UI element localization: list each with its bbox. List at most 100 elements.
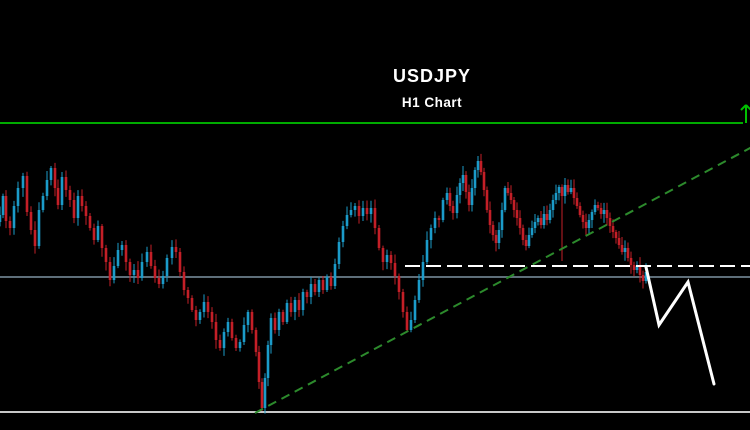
candle-body-up bbox=[263, 378, 267, 408]
candle-body-up bbox=[242, 325, 246, 342]
candle-body-up bbox=[497, 230, 501, 243]
candle-body-up bbox=[12, 206, 16, 228]
candle-body-up bbox=[557, 187, 561, 193]
candle-body-up bbox=[429, 228, 433, 240]
candle-body-up bbox=[590, 212, 594, 220]
candle-body-down bbox=[124, 245, 128, 262]
candle-body-down bbox=[605, 210, 609, 218]
candle-body-down bbox=[521, 228, 525, 240]
candle-body-up bbox=[49, 168, 53, 180]
symbol-title: USDJPY bbox=[392, 66, 472, 86]
candle-body-down bbox=[518, 218, 522, 228]
candle-body-down bbox=[506, 188, 510, 193]
candle-body-down bbox=[357, 206, 361, 216]
candle-body-down bbox=[182, 272, 186, 290]
candle-body-up bbox=[425, 240, 429, 262]
candle-body-down bbox=[254, 330, 258, 352]
candle-body-down bbox=[56, 188, 60, 205]
candle-body-up bbox=[644, 272, 648, 281]
candle-body-up bbox=[269, 318, 273, 345]
candle-body-down bbox=[190, 298, 194, 310]
candle-body-up bbox=[0, 215, 2, 222]
candle-body-up bbox=[361, 208, 365, 216]
candle-body-up bbox=[527, 235, 531, 246]
candle-body-down bbox=[33, 230, 37, 246]
candle-body-down bbox=[136, 270, 140, 278]
candle-body-up bbox=[551, 200, 555, 210]
candle-body-down bbox=[401, 292, 405, 312]
candle-body-down bbox=[104, 248, 108, 262]
candle-body-down bbox=[509, 193, 513, 200]
candle-body-down bbox=[128, 262, 132, 275]
candle-body-up bbox=[530, 228, 534, 235]
candle-body-up bbox=[533, 222, 537, 228]
candle-body-up bbox=[353, 206, 357, 210]
candle-body-up bbox=[170, 247, 174, 258]
candle-body-up bbox=[349, 210, 353, 215]
candle-body-down bbox=[25, 176, 29, 212]
candle-body-up bbox=[16, 188, 20, 206]
candle-body-down bbox=[149, 252, 153, 266]
candle-body-up bbox=[458, 183, 462, 195]
candle-body-down bbox=[178, 252, 182, 272]
candle-body-down bbox=[92, 228, 96, 240]
candle-body-down bbox=[485, 190, 489, 210]
candle-body-down bbox=[365, 208, 369, 214]
candle-body-up bbox=[120, 245, 124, 250]
candle-body-down bbox=[289, 303, 293, 312]
candle-body-up bbox=[112, 266, 116, 280]
candle-body-down bbox=[578, 206, 582, 215]
candle-body-up bbox=[461, 175, 465, 183]
trendline-dashed bbox=[254, 146, 750, 414]
candle-body-down bbox=[629, 258, 633, 265]
candle-body-down bbox=[305, 292, 309, 297]
candle-body-up bbox=[548, 210, 552, 220]
candle-body-down bbox=[464, 175, 468, 192]
candle-body-down bbox=[524, 240, 528, 246]
candle-body-up bbox=[369, 208, 373, 214]
candle-body-down bbox=[84, 206, 88, 216]
candle-body-down bbox=[100, 226, 104, 248]
candle-body-up bbox=[602, 210, 606, 214]
candle-body-up bbox=[301, 292, 305, 310]
candle-body-down bbox=[596, 205, 600, 208]
candle-body-down bbox=[257, 352, 261, 382]
candle-body-up bbox=[536, 218, 540, 222]
candle-body-up bbox=[333, 264, 337, 286]
candle-body-down bbox=[405, 312, 409, 330]
candle-body-up bbox=[455, 195, 459, 213]
candle-body-up bbox=[421, 262, 425, 280]
candle-body-down bbox=[210, 312, 214, 322]
candle-body-up bbox=[345, 215, 349, 226]
candle-body-up bbox=[503, 188, 507, 210]
candle-body-down bbox=[377, 228, 381, 248]
candle-body-up bbox=[409, 320, 413, 330]
candle-body-up bbox=[587, 220, 591, 228]
candle-body-up bbox=[202, 302, 206, 312]
candle-body-down bbox=[638, 266, 642, 275]
candle-body-up bbox=[132, 270, 136, 275]
candle-body-down bbox=[641, 275, 645, 281]
candle-body-up bbox=[226, 322, 230, 332]
candle-body-down bbox=[572, 188, 576, 198]
candle-body-down bbox=[80, 196, 84, 206]
candle-body-down bbox=[620, 245, 624, 252]
candle-body-up bbox=[563, 185, 567, 196]
candle-body-down bbox=[108, 262, 112, 280]
candle-body-up bbox=[21, 176, 25, 188]
candle-body-down bbox=[397, 276, 401, 292]
candle-body-up bbox=[554, 193, 558, 200]
candle-body-down bbox=[194, 310, 198, 320]
candle-body-down bbox=[88, 216, 92, 228]
candle-body-up bbox=[500, 210, 504, 230]
candle-body-down bbox=[218, 340, 222, 348]
candle-body-down bbox=[575, 198, 579, 206]
candle-body-down bbox=[451, 206, 455, 213]
candle-body-down bbox=[437, 218, 441, 220]
candle-body-down bbox=[329, 277, 333, 286]
candle-body-down bbox=[153, 266, 157, 278]
candle-body-up bbox=[417, 280, 421, 300]
candle-body-down bbox=[381, 248, 385, 262]
candle-body-down bbox=[632, 265, 636, 270]
